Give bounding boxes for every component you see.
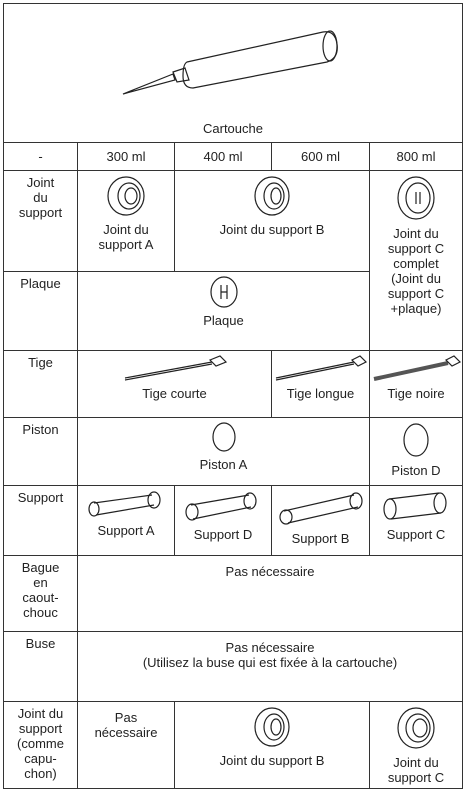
cartridge-row: Cartouche [3, 3, 463, 143]
row: Joint du support Joint du support A Join… [3, 170, 463, 351]
cell: Joint du support C complet (Joint du sup… [369, 170, 463, 351]
row: Plaque Plaque [3, 271, 463, 351]
cell-text: Piston A [199, 457, 248, 472]
piston-icon [403, 423, 429, 457]
ring-icon [254, 176, 290, 216]
row: Joint du support (comme capu- chon) Pas … [3, 701, 463, 789]
cell: Pas nécessaire [77, 555, 463, 632]
cell-text: Support A [97, 523, 155, 538]
cell-text: Support B [291, 531, 350, 546]
plate-icon [209, 276, 238, 308]
cartridge-cell: Cartouche [3, 3, 463, 143]
cell-text: Joint du support B [219, 222, 325, 237]
header-cell: 600 ml [271, 142, 370, 171]
rod-icon [124, 355, 227, 381]
row: Piston Piston A Piston D [3, 417, 463, 486]
cell-text: Support C [386, 527, 446, 542]
header-row: - 300 ml 400 ml 600 ml 800 ml [3, 142, 463, 171]
cell: Tige noire [369, 350, 463, 418]
row-label: Joint du support [3, 170, 78, 272]
page: Cartouche - 300 ml 400 ml 600 ml 800 ml … [3, 3, 463, 789]
header-cell: - [3, 142, 78, 171]
rod-icon [275, 355, 368, 381]
row-label: Plaque [3, 271, 78, 351]
header-cell: 800 ml [369, 142, 463, 171]
cell-text: Tige courte [142, 386, 207, 401]
cell: Tige longue [271, 350, 370, 418]
row: Buse Pas nécessaire (Utilisez la buse qu… [3, 631, 463, 702]
row-label: Tige [3, 350, 78, 418]
row-label: Piston [3, 417, 78, 486]
ring-icon [107, 176, 145, 216]
cell: Tige courte [77, 350, 272, 418]
cell-text: Plaque [203, 313, 244, 328]
holder-icon [278, 492, 363, 525]
header-cell: 300 ml [77, 142, 175, 171]
cell: Plaque [77, 271, 370, 351]
cell: Support D [174, 485, 272, 556]
holder-icon [88, 491, 161, 517]
row-label: Support [3, 485, 78, 556]
parts-table: Cartouche - 300 ml 400 ml 600 ml 800 ml … [3, 3, 463, 789]
cell-text: Joint du support B [219, 753, 325, 768]
header-cell: 400 ml [174, 142, 272, 171]
row-label: Joint du support (comme capu- chon) [3, 701, 78, 789]
cell: Support B [271, 485, 370, 556]
cell: Support A [77, 485, 175, 556]
row-label: Bague en caout- chouc [3, 555, 78, 632]
cell: Joint du support B [174, 170, 370, 272]
cell-text: Joint du support C [387, 755, 445, 785]
cell: Joint du support C [369, 701, 463, 789]
caption: Cartouche [203, 121, 263, 136]
cell: Pas nécessaire [77, 701, 175, 789]
cell: Pas nécessaire (Utilisez la buse qui est… [77, 631, 463, 702]
row: Tige Tige courte Tige longue Tige noire [3, 350, 463, 418]
piston-icon [211, 422, 236, 452]
cell-text: Piston D [391, 463, 441, 478]
holder-icon [185, 492, 257, 521]
holder-icon [383, 492, 447, 520]
ring-icon [397, 707, 435, 749]
cell: Piston D [369, 417, 463, 486]
cartridge-icon [122, 30, 338, 95]
cell-text: Support D [193, 527, 253, 542]
cell-text: Tige longue [286, 386, 355, 401]
row-label: Buse [3, 631, 78, 702]
cell-text: Joint du support C complet (Joint du sup… [387, 226, 445, 316]
cell-text: Joint du support A [98, 222, 154, 252]
row: Bague en caout- chouc Pas nécessaire [3, 555, 463, 632]
row: Support Support A Support D Support B Su… [3, 485, 463, 556]
cell: Joint du support A [77, 170, 175, 272]
cell: Piston A [77, 417, 370, 486]
rod-icon [373, 355, 462, 381]
cell: Support C [369, 485, 463, 556]
ring-icon [254, 707, 290, 747]
ring-icon [397, 176, 435, 220]
cell-text: Tige noire [387, 386, 445, 401]
cell: Joint du support B [174, 701, 370, 789]
